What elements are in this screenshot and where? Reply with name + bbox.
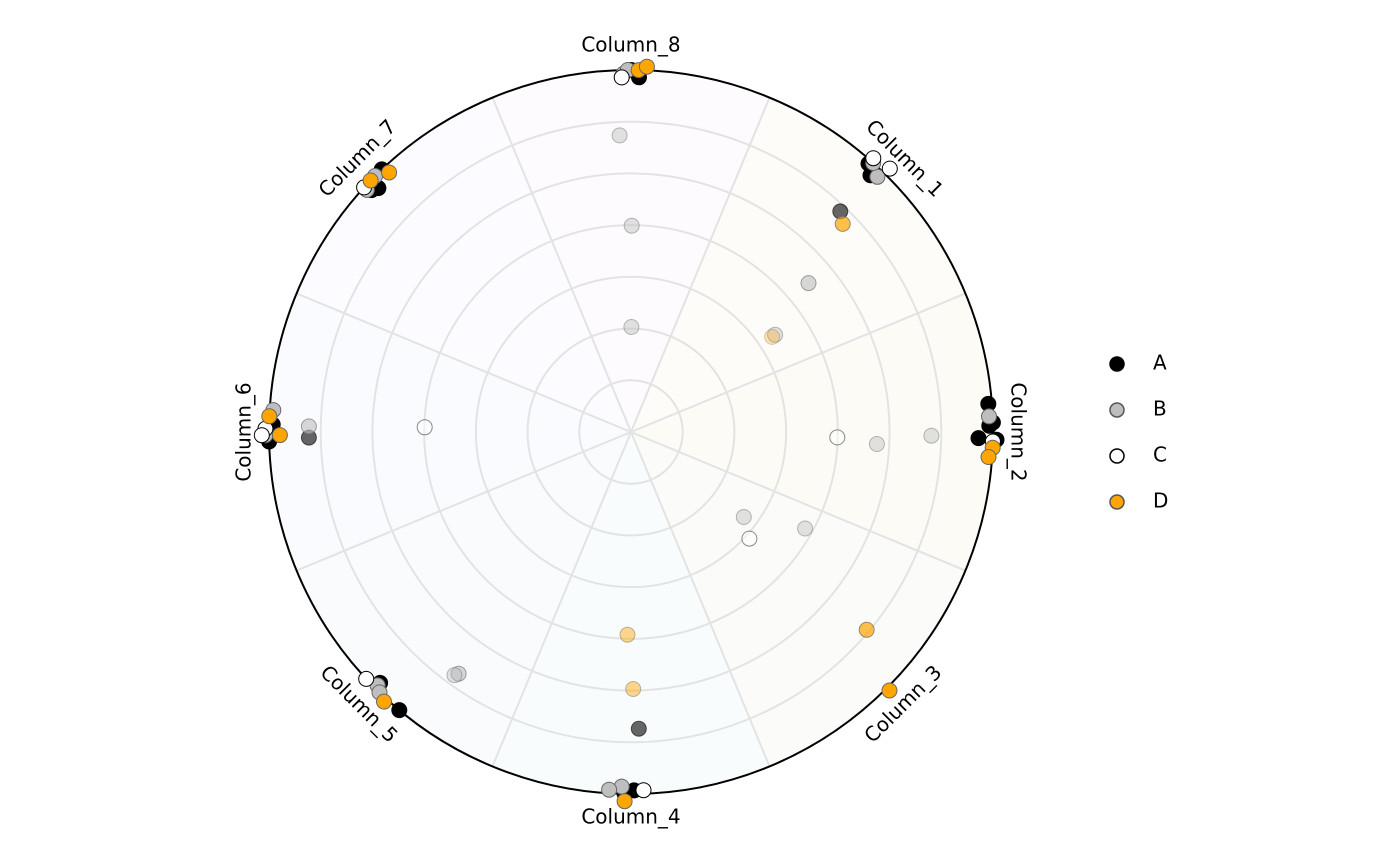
- radial-grid: [319, 120, 943, 744]
- data-point-d: [625, 681, 642, 697]
- data-point-b: [601, 781, 618, 798]
- data-point-d: [376, 693, 392, 710]
- spoke-line: [296, 292, 632, 433]
- data-point-b: [868, 436, 885, 452]
- data-point-c: [741, 530, 758, 547]
- legend-label-c: C: [1153, 443, 1167, 467]
- data-point-d: [858, 621, 875, 638]
- data-point-d: [834, 215, 851, 232]
- data-point-b: [800, 275, 817, 292]
- data-point-d: [881, 682, 898, 699]
- data-point-d: [980, 449, 997, 465]
- sector-backgrounds: [269, 70, 993, 794]
- legend-key-d: [1109, 494, 1125, 510]
- data-point-b: [981, 408, 997, 425]
- data-point-a: [391, 702, 408, 719]
- grid-circle: [319, 120, 943, 744]
- data-point-d: [261, 408, 278, 425]
- sector-column-2: [631, 293, 993, 571]
- data-point-d: [616, 793, 633, 810]
- sector-column-4: [492, 432, 770, 794]
- spoke-line: [296, 431, 632, 572]
- legend-label-a: A: [1153, 351, 1167, 375]
- data-point-c: [881, 160, 898, 177]
- data-point-d: [271, 427, 288, 444]
- legend-key-c: [1109, 448, 1125, 464]
- grid-circle: [526, 327, 736, 537]
- legend-label-b: B: [1153, 397, 1167, 421]
- data-point-b: [797, 520, 814, 537]
- spoke-line: [491, 97, 632, 433]
- data-point-b: [767, 326, 784, 343]
- data-point-d: [362, 172, 379, 189]
- data-point-c: [253, 427, 270, 444]
- spoke-line: [630, 431, 771, 767]
- sector-column-3: [631, 432, 966, 767]
- data-point-d: [381, 164, 398, 181]
- spoke-lines: [296, 97, 966, 767]
- legend-key-a: [1109, 356, 1125, 372]
- data-point-c: [865, 150, 882, 167]
- spoke-line: [630, 97, 771, 433]
- data-point-c: [829, 429, 846, 446]
- legend-label-d: D: [1153, 489, 1168, 513]
- data-point-b: [450, 665, 467, 682]
- sector-column-6: [269, 293, 631, 571]
- data-point-a: [630, 720, 647, 737]
- data-point-c: [358, 670, 375, 687]
- data-point-a: [970, 430, 987, 447]
- data-points: [253, 58, 1005, 810]
- grid-circle: [578, 379, 684, 485]
- axis-label-column-8: Column_8: [581, 33, 680, 57]
- data-point-c: [635, 782, 652, 799]
- spoke-line: [630, 292, 966, 433]
- data-point-d: [619, 626, 636, 643]
- data-point-b: [735, 509, 752, 525]
- data-point-c: [416, 419, 433, 436]
- legend-key-b: [1109, 402, 1125, 418]
- grid-circle: [371, 172, 891, 692]
- data-point-b: [446, 667, 463, 684]
- data-point-d: [638, 58, 655, 75]
- data-point-b: [611, 127, 628, 144]
- data-point-c: [613, 69, 630, 86]
- sector-column-8: [492, 70, 770, 432]
- axis-label-column-6: Column_6: [232, 382, 256, 481]
- axis-label-column-4: Column_4: [581, 805, 680, 829]
- data-point-d: [764, 328, 781, 345]
- data-point-b: [623, 319, 640, 335]
- data-point-b: [623, 217, 640, 234]
- data-point-b: [300, 418, 317, 435]
- axis-label-column-2: Column_2: [1007, 382, 1031, 481]
- grid-circle: [474, 275, 788, 589]
- data-point-b: [923, 427, 940, 444]
- spoke-line: [630, 431, 966, 572]
- grid-circle: [423, 224, 839, 640]
- spoke-line: [491, 431, 632, 767]
